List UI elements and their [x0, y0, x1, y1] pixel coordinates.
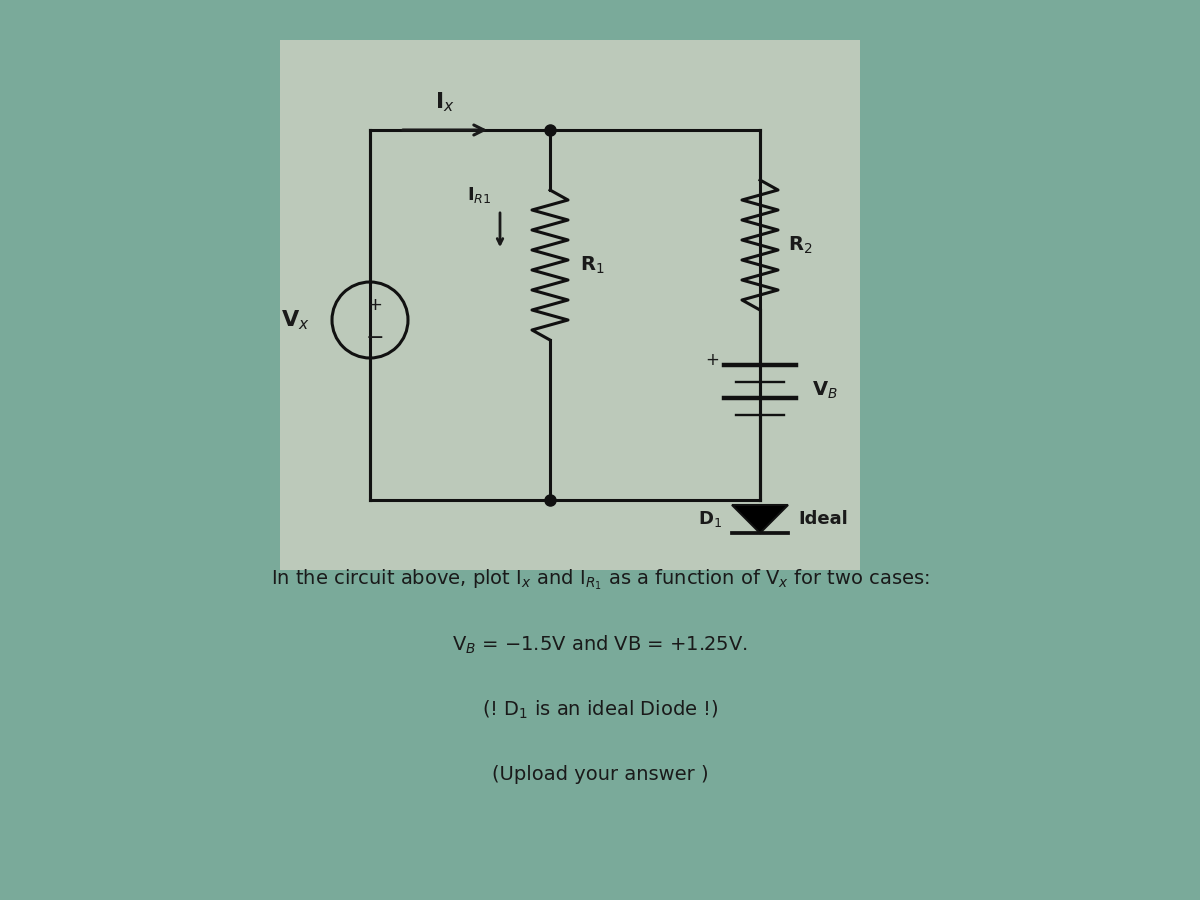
Text: D$_1$: D$_1$: [698, 509, 722, 529]
Text: I$_x$: I$_x$: [436, 90, 455, 113]
Text: (! D$_1$ is an ideal Diode !): (! D$_1$ is an ideal Diode !): [481, 698, 719, 721]
FancyBboxPatch shape: [280, 40, 860, 570]
Text: V$_x$: V$_x$: [281, 308, 310, 332]
Text: Ideal: Ideal: [798, 510, 847, 528]
Text: R$_2$: R$_2$: [788, 234, 812, 256]
Text: V$_B$ = −1.5V and VB = +1.25V.: V$_B$ = −1.5V and VB = +1.25V.: [452, 634, 748, 656]
Text: R$_1$: R$_1$: [580, 255, 605, 275]
Text: I$_{R1}$: I$_{R1}$: [468, 185, 492, 205]
Polygon shape: [732, 505, 788, 533]
Text: +: +: [706, 351, 719, 369]
Text: +: +: [367, 296, 383, 314]
Text: V$_B$: V$_B$: [812, 380, 838, 400]
Text: (Upload your answer ): (Upload your answer ): [492, 766, 708, 785]
Text: In the circuit above, plot I$_x$ and I$_{R_1}$ as a function of V$_x$ for two ca: In the circuit above, plot I$_x$ and I$_…: [271, 568, 929, 592]
Text: −: −: [366, 328, 384, 348]
